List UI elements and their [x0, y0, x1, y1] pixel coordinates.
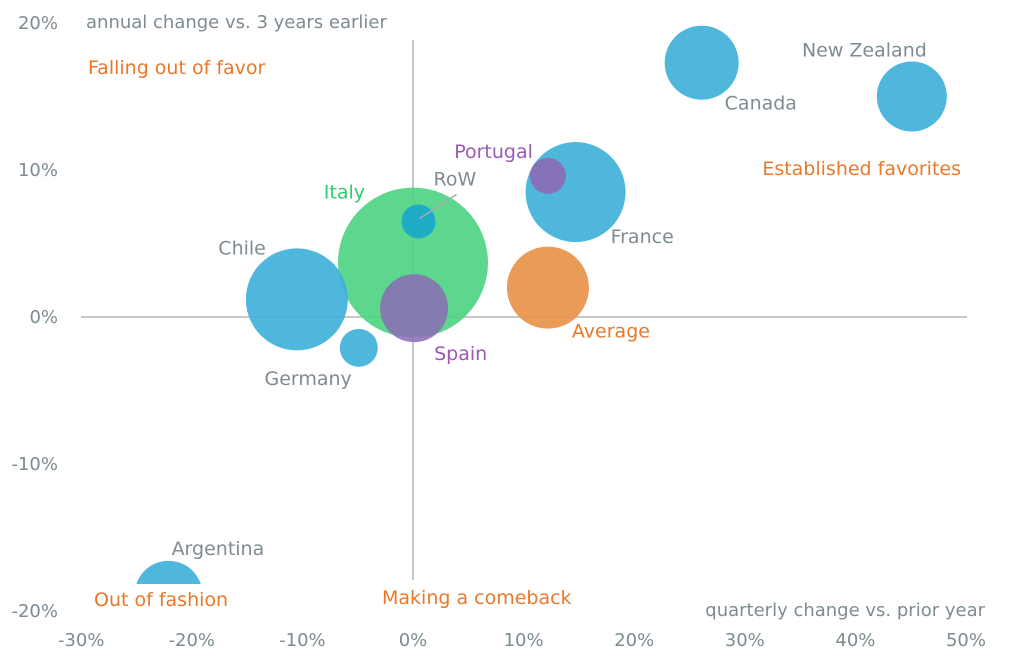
- quadrant-label-top-right: Established favorites: [762, 158, 961, 180]
- bubbles: [136, 25, 947, 584]
- bubble-label-spain: Spain: [434, 343, 487, 365]
- bubble-label-portugal: Portugal: [454, 141, 533, 163]
- quadrant-label-top-left: Falling out of favor: [88, 57, 266, 79]
- bubble-spain: [380, 274, 449, 343]
- bubble-portugal: [529, 157, 566, 194]
- bubble-argentina: [136, 560, 201, 584]
- bubble-label-canada: Canada: [725, 93, 797, 115]
- bubble-label-row: RoW: [434, 168, 477, 190]
- y-tick-label: -10%: [11, 454, 58, 475]
- bubble-label-france: France: [611, 226, 674, 248]
- x-axis-title: quarterly change vs. prior year: [705, 600, 985, 621]
- bubble-label-new-zealand: New Zealand: [802, 40, 927, 62]
- y-tick-label: 10%: [18, 160, 58, 181]
- x-tick-label: 10%: [504, 630, 544, 651]
- x-tick-label: -30%: [58, 630, 105, 651]
- bubble-label-average: Average: [572, 321, 650, 343]
- x-tick-label: 40%: [835, 630, 875, 651]
- bubble-row: [401, 204, 436, 239]
- bubble-new-zealand: [876, 61, 947, 132]
- x-tick-label: 30%: [725, 630, 765, 651]
- bubble-label-italy: Italy: [324, 182, 365, 204]
- bubble-labels: Italy Chile France Average Canada New Zealand…: [172, 40, 927, 560]
- x-tick-label: -10%: [279, 630, 326, 651]
- quadrant-label-bottom-right: Making a comeback: [382, 587, 572, 609]
- x-tick-label: 20%: [614, 630, 654, 651]
- bubble-label-chile: Chile: [218, 237, 266, 259]
- y-tick-label: 0%: [29, 307, 58, 328]
- bubble-germany: [339, 328, 378, 367]
- bubble-label-germany: Germany: [264, 368, 351, 390]
- x-tick-label: -20%: [169, 630, 216, 651]
- x-tick-label: 0%: [399, 630, 428, 651]
- axes: 20%10%0%-10%-20%-30% -20% -10% 0% 10% 20% 30% 4…: [11, 13, 986, 651]
- bubble-average: [506, 246, 589, 329]
- y-tick-label: -20%: [11, 601, 58, 622]
- bubble-chile: [245, 248, 348, 351]
- row-leader-line: [419, 193, 457, 220]
- quadrant-label-bottom-left: Out of fashion: [94, 589, 228, 611]
- bubble-italy: [338, 187, 488, 338]
- y-tick-label: 20%: [18, 13, 58, 34]
- y-axis-title: annual change vs. 3 years earlier: [86, 12, 387, 33]
- bubble-canada: [664, 25, 739, 100]
- x-tick-label: 50%: [946, 630, 986, 651]
- bubble-label-argentina: Argentina: [172, 538, 265, 560]
